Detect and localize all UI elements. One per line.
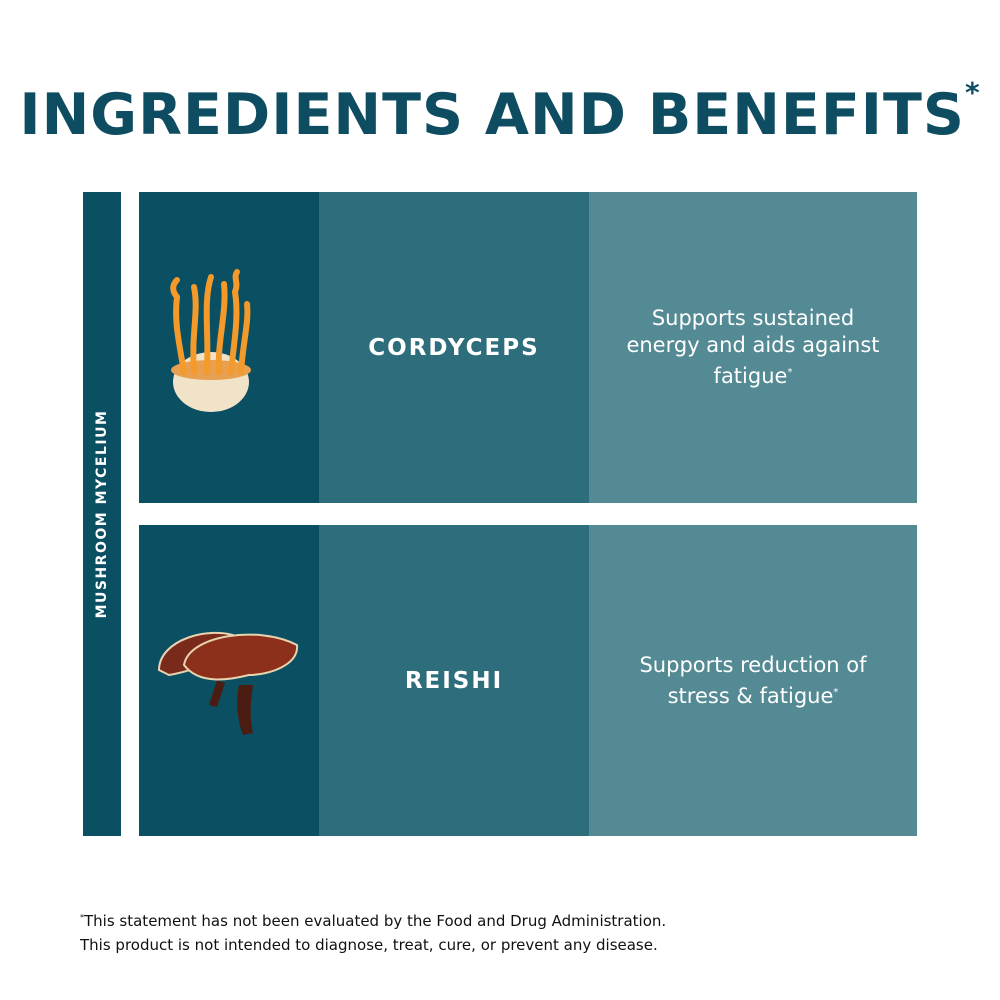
disclaimer-line-1: *This statement has not been evaluated b… xyxy=(80,906,666,933)
title-text: INGREDIENTS AND BENEFITS xyxy=(19,82,965,148)
cordyceps-mushroom-icon xyxy=(170,269,251,412)
category-label: MUSHROOM MYCELIUM xyxy=(94,409,110,619)
ingredient-name: REISHI xyxy=(319,525,589,836)
ingredient-image-cell xyxy=(139,525,319,836)
benefit-text: Supports reduction of stress & fatigue xyxy=(639,652,867,708)
disclaimer-line-2: This product is not intended to diagnose… xyxy=(80,936,658,954)
benefit-asterisk: * xyxy=(833,686,839,698)
ingredient-benefit: Supports reduction of stress & fatigue* xyxy=(589,525,917,836)
disclaimer-text-1: This statement has not been evaluated by… xyxy=(84,912,667,930)
disclaimer-asterisk: * xyxy=(80,913,84,922)
ingredient-row: REISHI Supports reduction of stress & fa… xyxy=(139,525,917,836)
benefit-asterisk: * xyxy=(787,367,793,378)
benefit-text: Supports sustained energy and aids again… xyxy=(626,306,880,388)
ingredient-row: CORDYCEPS Supports sustained energy and … xyxy=(139,192,917,503)
ingredient-name: CORDYCEPS xyxy=(319,192,589,503)
page-title: INGREDIENTS AND BENEFITS* xyxy=(0,76,1000,148)
category-sidebar: MUSHROOM MYCELIUM xyxy=(83,192,121,836)
title-asterisk: * xyxy=(964,76,981,109)
reishi-mushroom-icon xyxy=(157,631,299,735)
disclaimer: *This statement has not been evaluated b… xyxy=(80,906,666,957)
ingredient-image-cell xyxy=(139,192,319,503)
ingredient-benefit: Supports sustained energy and aids again… xyxy=(589,192,917,503)
